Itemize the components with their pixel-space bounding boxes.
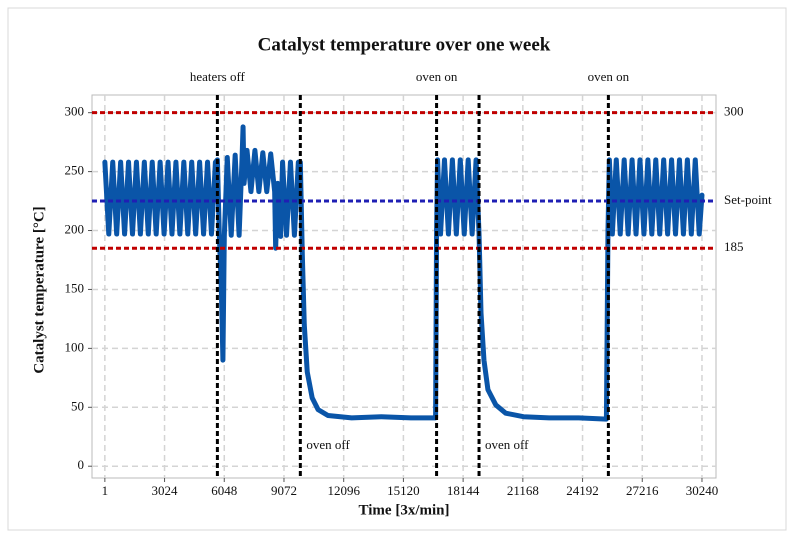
x-tick-label: 9072 xyxy=(271,483,297,498)
x-axis-label: Time [3x/min] xyxy=(359,502,450,518)
y-tick-label: 200 xyxy=(65,222,85,237)
x-tick-label: 24192 xyxy=(566,483,599,498)
x-tick-label: 12096 xyxy=(327,483,360,498)
event-label: oven off xyxy=(306,437,350,452)
frame xyxy=(7,7,787,531)
x-tick-label: 6048 xyxy=(211,483,237,498)
y-tick-label: 150 xyxy=(65,280,85,295)
y-tick-label: 0 xyxy=(78,457,85,472)
x-tick-label: 1 xyxy=(102,483,109,498)
y-axis-label: Catalyst temperature [°C] xyxy=(31,206,47,373)
y-tick-label: 100 xyxy=(65,339,85,354)
y-tick-label: 300 xyxy=(65,104,85,119)
reference-label: 185 xyxy=(724,239,744,254)
x-tick-label: 18144 xyxy=(447,483,480,498)
x-tick-label: 30240 xyxy=(686,483,719,498)
reference-label: Set-point xyxy=(724,192,772,207)
x-tick-label: 3024 xyxy=(152,483,179,498)
x-tick-label: 15120 xyxy=(387,483,420,498)
x-tick-label: 27216 xyxy=(626,483,659,498)
event-label: oven off xyxy=(485,437,529,452)
x-tick-label: 21168 xyxy=(507,483,539,498)
event-label: oven on xyxy=(416,69,458,84)
y-tick-label: 50 xyxy=(71,398,84,413)
event-label: heaters off xyxy=(190,69,246,84)
reference-label: 300 xyxy=(724,104,744,119)
event-label: oven on xyxy=(588,69,630,84)
y-tick-label: 250 xyxy=(65,163,85,178)
chart-title: Catalyst temperature over one week xyxy=(258,34,551,55)
